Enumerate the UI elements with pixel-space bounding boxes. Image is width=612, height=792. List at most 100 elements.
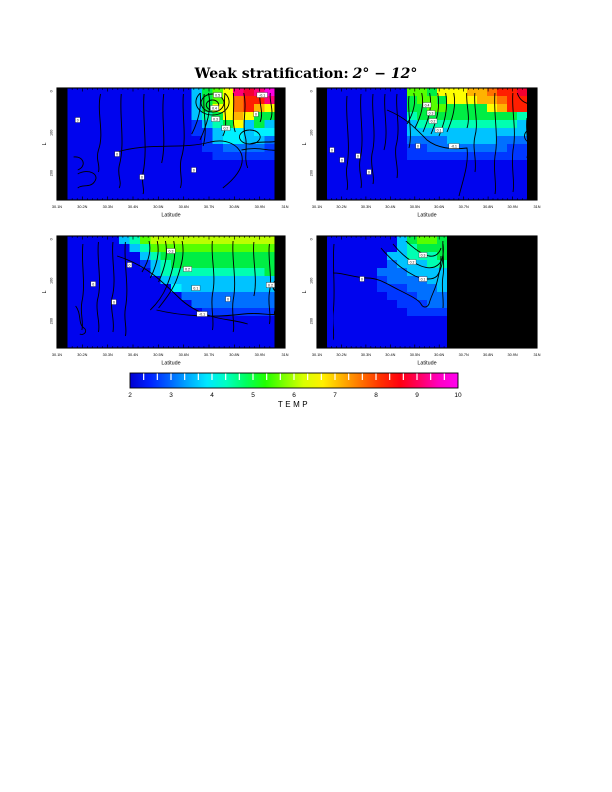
x-tick-label: 31N (534, 205, 541, 209)
contour-label-box (127, 262, 133, 268)
x-tick-label: 30.9N (255, 205, 265, 209)
contour-label: 0.3 (213, 117, 218, 121)
heatmap-grid (57, 88, 286, 201)
contour-line (75, 305, 87, 335)
x-tick-label: 31N (282, 353, 289, 357)
contour-label: 0.1 (421, 277, 426, 281)
panel-top-left: 0.5 -0.1 0.4 0.3 0.2 0 0 0 0 0 30.1N 30.2N 30.3N 30.4… (42, 87, 289, 219)
contour-label: 0.3 (169, 249, 174, 253)
contour-label: 0.3 (421, 253, 426, 257)
contour-line (141, 93, 146, 195)
contour-label-box (418, 252, 428, 258)
x-axis-title: Latitude (161, 213, 180, 219)
contour-label-box (139, 174, 145, 180)
y-axis-title: L (302, 143, 308, 146)
colorbar-notch (197, 373, 199, 380)
contour-label: 0 (113, 300, 115, 304)
contour-line (430, 93, 440, 135)
x-axis-labels: 30.1N 30.2N 30.3N 30.4N 30.5N 30.6N 30.7N 30.8N… (52, 205, 289, 219)
contour-label-box (183, 266, 192, 272)
colorbar-notch (170, 373, 172, 380)
contour-label-box (111, 299, 117, 305)
colorbar-notch (416, 373, 418, 380)
contour-line (383, 93, 387, 151)
figure-title: Weak stratification: 2° − 12° (0, 66, 612, 82)
x-tick-label: 30.5N (410, 205, 420, 209)
contour-line (156, 309, 280, 317)
contour-label-box (339, 157, 345, 163)
figure-title-prefix: Weak stratification: (194, 66, 349, 82)
contour-labels: 0.3 0.2 0.1 0 (359, 252, 428, 282)
contour-label: 0 (227, 297, 229, 301)
contour-label-box (434, 127, 444, 133)
contour-label-box (266, 282, 275, 288)
x-axis-title: Latitude (417, 361, 436, 367)
contour-label: 0 (368, 170, 370, 174)
contour-line (118, 93, 123, 189)
colorbar-tick-label: 8 (374, 392, 378, 399)
contour-label: -0.1 (451, 144, 457, 148)
contour-label-box (426, 110, 436, 116)
colorbar-tick-label: 9 (415, 392, 419, 399)
contour-label: -0.1 (259, 93, 265, 97)
contour-line (333, 255, 442, 308)
contour-line (473, 93, 477, 173)
contour-label: 0 (361, 277, 363, 281)
x-tick-label: 30.8N (229, 353, 239, 357)
contour-label: 0 (77, 118, 79, 122)
contour-labels: 0.5 -0.1 0.4 0.3 0.2 0 0 0 0 0 (75, 92, 268, 180)
contour-label-box (211, 116, 220, 122)
contour-label-box (407, 259, 417, 265)
contour-line (406, 93, 416, 125)
contour-line (141, 241, 151, 273)
y-tick-label: 100 (310, 130, 314, 136)
figure-title-range: 2° − 12° (352, 66, 418, 82)
contour-label-box (225, 296, 231, 302)
y-axis-labels: 0 100 200 L (302, 90, 314, 176)
colorbar-tick-label: 6 (292, 392, 296, 399)
x-tick-label: 30.1N (312, 205, 322, 209)
colorbar-notches (143, 373, 445, 380)
colorbar: 2 3 4 5 6 7 8 9 10 TEMP (128, 372, 462, 409)
colorbar-notch (375, 373, 377, 380)
contour-label-box (253, 111, 259, 117)
x-tick-label: 30.7N (204, 353, 214, 357)
colorbar-notch (143, 373, 145, 380)
contour-line (191, 93, 201, 135)
x-tick-label: 30.6N (434, 205, 444, 209)
heatmap-grid (317, 88, 538, 201)
colorbar-notch (320, 373, 322, 380)
contour-label-box (366, 169, 372, 175)
contour-label-box (359, 276, 365, 282)
contour-line (116, 255, 248, 325)
colorbar-notch (266, 373, 268, 380)
contour-label: 0 (129, 263, 131, 267)
x-axis-title: Latitude (417, 213, 436, 219)
contour-label-box (191, 285, 201, 291)
contour-line (333, 243, 335, 341)
x-tick-label: 30.3N (361, 353, 371, 357)
contour-line (249, 139, 281, 145)
panel-top-right: 0.4 0.3 0.2 0.1 0 -0.1 0 0 0 0 30.1N 30.2N 30.3N 30.4… (302, 87, 541, 219)
contour-label: 0 (92, 282, 94, 286)
x-tick-label: 30.7N (204, 205, 214, 209)
contour-label-box (213, 92, 222, 98)
contour-line (466, 93, 469, 129)
x-tick-label: 30.1N (52, 353, 62, 357)
contour-line (195, 93, 230, 116)
y-axis-title: L (302, 291, 308, 294)
colorbar-notch (279, 373, 281, 380)
contour-line (179, 93, 185, 189)
colorbar-notch (252, 373, 254, 380)
colorbar-notch (184, 373, 186, 380)
contour-label: 0.4 (425, 103, 430, 107)
colorbar-notch (307, 373, 309, 380)
contour-line (232, 93, 236, 133)
x-tick-label: 30.2N (77, 353, 87, 357)
x-tick-label: 30.7N (459, 353, 469, 357)
x-axis-labels: 30.1N 30.2N 30.3N 30.4N 30.5N 30.6N 30.7N 30.8N… (312, 205, 541, 219)
colorbar-notch (238, 373, 240, 380)
contour-line (511, 93, 515, 193)
x-tick-label: 30.2N (336, 353, 346, 357)
contour-line (110, 241, 115, 333)
